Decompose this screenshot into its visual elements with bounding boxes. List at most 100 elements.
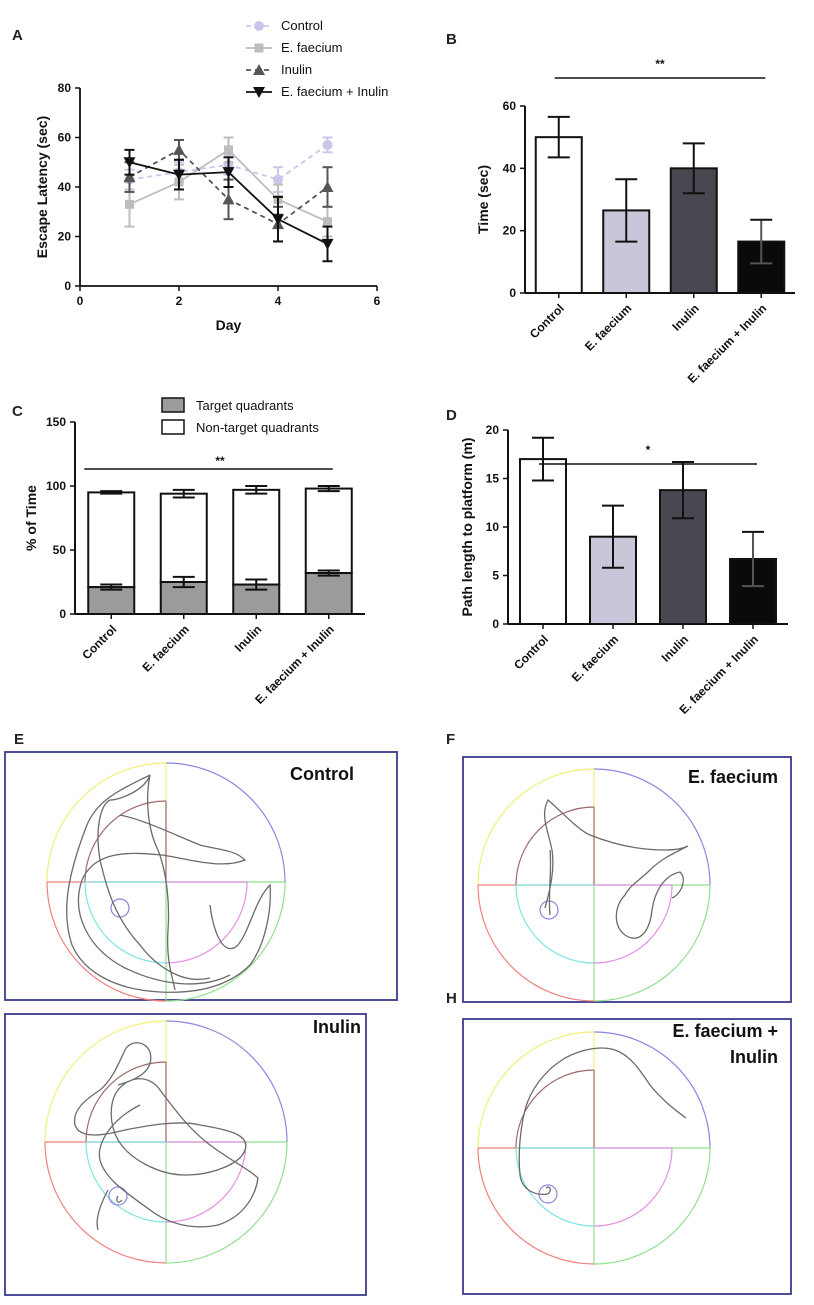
inner-arc-se xyxy=(593,1147,673,1227)
series-e-faecium-inulin xyxy=(123,148,334,263)
legend-swatch xyxy=(161,397,185,413)
inner-arc-sw xyxy=(515,884,595,964)
panel-letter-e: E xyxy=(14,731,24,748)
inner-arc-sw xyxy=(515,1147,595,1227)
quadrant-arc-nw xyxy=(477,768,595,886)
x-tick-label: Control xyxy=(79,622,119,662)
quadrant-arc-se xyxy=(165,1141,288,1264)
legend-entry-control: Control xyxy=(246,18,323,33)
data-point xyxy=(173,169,185,181)
quadrant-arc-sw xyxy=(44,1141,167,1264)
panel-b-chart: 0 20 40 60 Time (sec) Control E. faecium Inulin… xyxy=(475,57,795,386)
quadrant-arc-se xyxy=(165,881,286,1002)
bar-control xyxy=(534,115,583,294)
swim-path-e-faecium-inulin xyxy=(518,1047,687,1196)
stacked-bar-e-faecium-inulin xyxy=(304,485,353,615)
quadrant-arc-nw xyxy=(477,1031,595,1149)
x-tick-label: E. faecium xyxy=(140,622,192,674)
data-point xyxy=(222,193,235,205)
legend-entry-target-quadrants: Target quadrants xyxy=(161,397,294,413)
data-point xyxy=(123,171,136,183)
x-tick-label: 0 xyxy=(77,294,84,308)
maze-title-inulin: Inulin xyxy=(313,1017,361,1037)
bar-rect xyxy=(534,136,583,294)
stacked-bar-control xyxy=(87,490,136,615)
maze-frame xyxy=(4,1013,367,1296)
bar-e-faecium xyxy=(602,178,651,295)
y-tick-label: 60 xyxy=(58,131,72,145)
x-tick-label: E. faecium + Inulin xyxy=(676,632,761,717)
bar-segment-non-target xyxy=(232,488,281,586)
y-tick-label: 20 xyxy=(503,224,517,238)
y-tick-label: 0 xyxy=(59,607,66,621)
panel-letter-c: C xyxy=(12,403,23,420)
maze-panel-inulin: Inulin xyxy=(4,1013,367,1296)
legend-label: Target quadrants xyxy=(196,398,294,413)
y-tick-label: 80 xyxy=(58,81,72,95)
x-tick-label: 2 xyxy=(176,294,183,308)
quadrant-arc-sw xyxy=(477,884,595,1002)
swim-path-control xyxy=(66,774,271,993)
legend-entry-e-faecium: E. faecium xyxy=(246,40,342,55)
quadrant-arc-ne xyxy=(593,1031,711,1149)
quadrant-arc-sw xyxy=(477,1147,595,1265)
data-point xyxy=(272,214,284,226)
panel-c-chart: 0 50 100 150 % of Time Control E. faecium Inuli… xyxy=(23,397,365,707)
data-point xyxy=(321,238,334,250)
maze-title-combo-line-1: E. faecium + xyxy=(672,1021,778,1041)
legend-label: Non-target quadrants xyxy=(196,420,319,435)
legend-entry-non-target-quadrants: Non-target quadrants xyxy=(161,419,319,435)
inner-arc-nw xyxy=(515,1069,595,1149)
legend-entry-inulin: Inulin xyxy=(246,62,312,77)
data-point xyxy=(173,143,185,155)
maze-frame xyxy=(462,1018,792,1295)
data-point xyxy=(222,167,235,179)
bar-e-faecium-inulin xyxy=(729,530,777,626)
y-axis-title: Escape Latency (sec) xyxy=(34,116,50,258)
quadrant-arc-ne xyxy=(165,762,286,883)
bar-segment-target xyxy=(87,586,136,615)
data-point xyxy=(224,145,233,155)
y-tick-label: 10 xyxy=(486,520,500,534)
bar-segment-non-target xyxy=(159,492,208,583)
y-tick-label: 0 xyxy=(492,617,499,631)
data-point xyxy=(323,217,332,227)
maze-title-combo-line-2: Inulin xyxy=(730,1047,778,1067)
maze-panel-e-faecium: E. faecium xyxy=(462,756,792,1003)
y-tick-label: 20 xyxy=(486,423,500,437)
bar-rect xyxy=(519,458,567,625)
bar-inulin xyxy=(669,142,718,294)
quadrant-arc-ne xyxy=(165,1020,288,1143)
stacked-bar-e-faecium xyxy=(159,488,208,615)
significance-marker: ** xyxy=(655,57,665,71)
y-axis-title: Path length to platform (m) xyxy=(459,438,475,617)
bar-inulin xyxy=(659,461,707,626)
swim-path-inulin xyxy=(73,1042,259,1231)
panel-b: B 0 20 40 60 Time (sec) Control E. faecium Inul… xyxy=(446,31,795,386)
x-tick-label: 6 xyxy=(374,294,381,308)
quadrant-arc-nw xyxy=(46,762,167,883)
y-tick-label: 40 xyxy=(58,180,72,194)
legend-marker xyxy=(254,43,264,53)
y-tick-label: 50 xyxy=(53,543,67,557)
y-tick-label: 5 xyxy=(492,569,499,583)
y-axis-title: Time (sec) xyxy=(475,165,491,234)
data-point xyxy=(125,199,134,209)
significance-marker: * xyxy=(646,443,651,457)
legend-swatch xyxy=(161,419,185,435)
legend-entry-e-faecium-inulin: E. faecium + Inulin xyxy=(246,84,388,99)
x-tick-label: Inulin xyxy=(669,301,702,334)
bar-segment-target xyxy=(304,572,353,615)
panel-letter-a: A xyxy=(12,27,23,44)
x-tick-label: E. faecium + Inulin xyxy=(252,622,337,707)
y-tick-label: 20 xyxy=(58,230,72,244)
inner-arc-sw xyxy=(84,881,167,964)
platform-icon xyxy=(108,1186,128,1206)
inner-arc-se xyxy=(165,881,248,964)
inner-arc-nw xyxy=(84,800,167,883)
maze-frame xyxy=(4,751,398,1001)
maze-panel-control: Control xyxy=(4,751,398,1002)
y-tick-label: 60 xyxy=(503,99,517,113)
series-inulin xyxy=(123,138,334,243)
